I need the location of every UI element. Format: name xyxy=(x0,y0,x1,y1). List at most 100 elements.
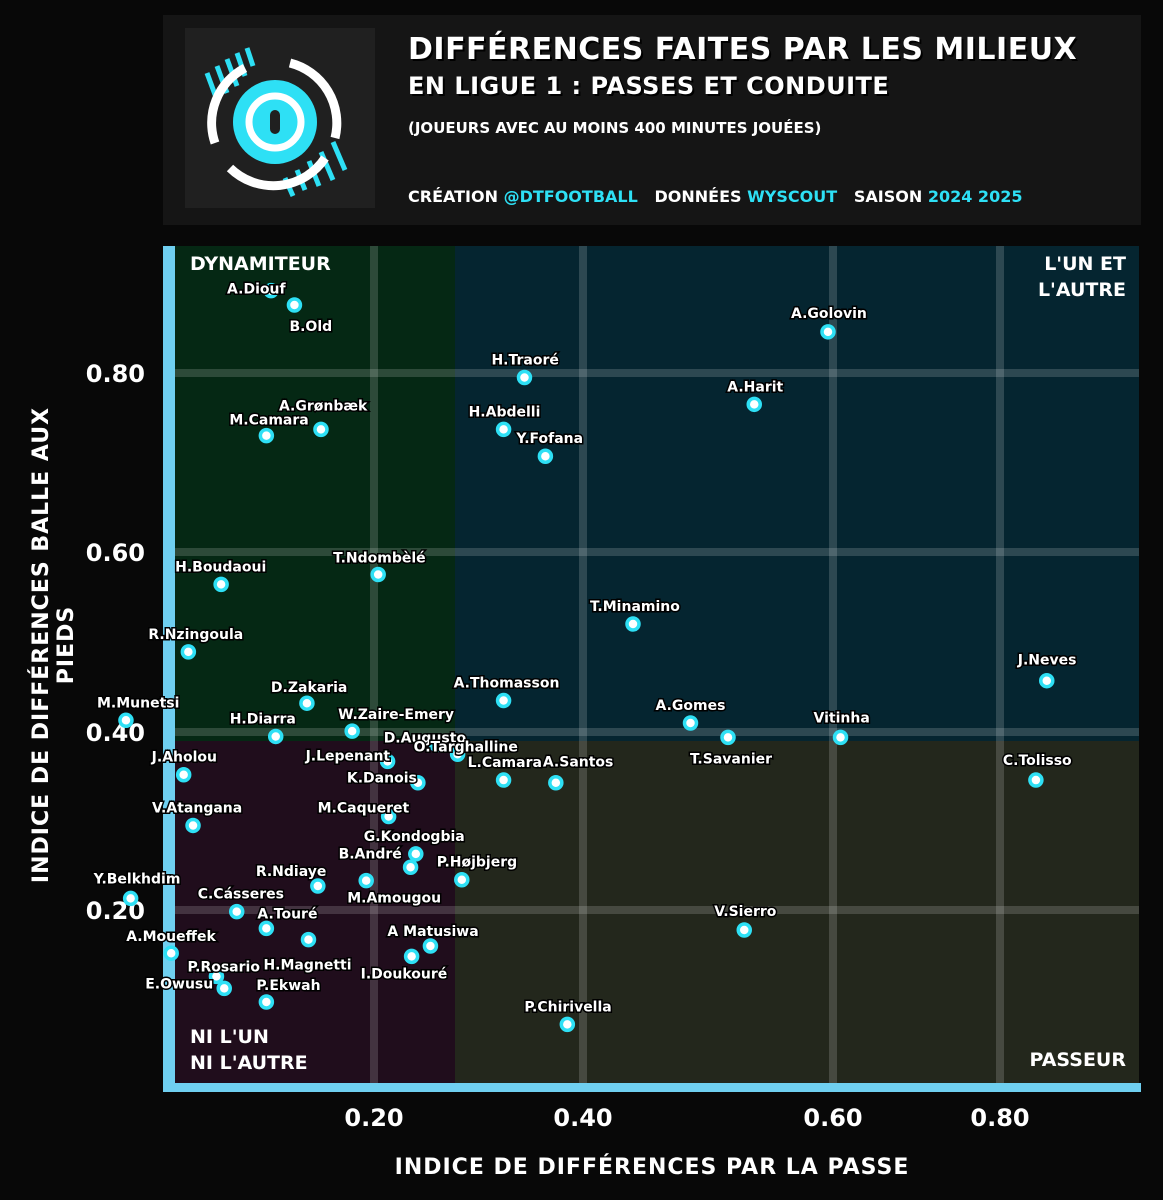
quadrant-label-dynamiteur: DYNAMITEUR xyxy=(190,253,331,275)
creation-label: CRÉATION xyxy=(408,187,498,206)
data-point xyxy=(495,772,512,788)
quadrant-label-both: L'UN ET xyxy=(1044,253,1126,275)
point-label: E.Owusu xyxy=(145,976,213,992)
data-point xyxy=(820,324,836,340)
point-label: Vitinha xyxy=(814,710,870,726)
data-point xyxy=(537,448,554,464)
data-point xyxy=(746,396,762,413)
data-point xyxy=(310,878,326,894)
point-label: T.Ndombèlé xyxy=(333,551,426,567)
point-label: H.Magnetti xyxy=(263,958,351,974)
point-label: M.Camara xyxy=(229,413,308,429)
quadrant-dynamiteur xyxy=(175,246,455,741)
quadrant-label-both: L'AUTRE xyxy=(1038,279,1126,301)
data-point xyxy=(408,846,424,862)
point-labels: A.Diouf B.Old A.Golovin H.Traoré A.Harit H.Ab… xyxy=(91,280,1078,1017)
point-label: A.Moueffek xyxy=(126,929,216,945)
point-label: T.Savanier xyxy=(690,751,772,767)
data-point xyxy=(380,808,397,825)
x-axis-line xyxy=(163,1083,1141,1092)
point-label: R.Nzingoula xyxy=(148,627,243,643)
data-point xyxy=(300,931,317,948)
point-label: B.André xyxy=(339,846,402,862)
season-value: 2024 2025 xyxy=(927,187,1023,206)
point-label: H.Diarra xyxy=(230,711,296,727)
data-point xyxy=(267,728,284,745)
chart-title-line2: EN LIGUE 1 : PASSES ET CONDUITE xyxy=(408,72,890,100)
point-label: K.Danois xyxy=(347,771,417,787)
axis-lines xyxy=(163,246,1141,1092)
data-point xyxy=(370,566,386,583)
quadrant-neither xyxy=(175,741,455,1083)
point-label: M.Caqueret xyxy=(318,801,410,817)
y-axis-line xyxy=(163,246,175,1092)
x-tick-label: 0.80 xyxy=(970,1104,1029,1132)
point-label: B.Old xyxy=(289,319,332,335)
point-label: O.Targhalline xyxy=(414,739,518,755)
data-source-value: WYSCOUT xyxy=(747,187,838,206)
credits-line: CRÉATION @DTFOOTBALL DONNÉES WYSCOUT SAI… xyxy=(408,187,1022,206)
data-point xyxy=(422,938,439,954)
data-point xyxy=(1039,672,1055,689)
y-tick-label: 0.40 xyxy=(86,719,145,747)
point-label: L.Camara xyxy=(468,755,542,771)
point-label: P.Chirivella xyxy=(524,999,611,1015)
y-tick-label: 0.80 xyxy=(86,360,145,388)
data-point xyxy=(379,753,396,770)
point-label: D.Zakaria xyxy=(271,680,347,696)
data-point xyxy=(344,723,360,739)
data-point xyxy=(454,871,470,888)
point-label: A.Diouf xyxy=(227,282,286,298)
chart-subtitle: (JOUEURS AVEC AU MOINS 400 MINUTES JOUÉE… xyxy=(408,119,822,137)
data-point xyxy=(358,872,374,889)
point-label: G.Kondogbia xyxy=(364,829,465,845)
point-label: A.Harit xyxy=(727,379,783,395)
point-label: H.Boudaoui xyxy=(175,559,266,575)
data-point xyxy=(299,695,315,711)
y-tick-label: 0.60 xyxy=(86,539,145,567)
data-point xyxy=(516,369,533,386)
point-label: A.Golovin xyxy=(791,306,867,322)
point-label: I.Doukouré xyxy=(361,966,448,982)
data-source-label: DONNÉES xyxy=(654,187,742,206)
point-label: Y.Fofana xyxy=(515,431,583,447)
data-point xyxy=(180,644,197,660)
point-label: W.Zaire-Emery xyxy=(338,707,454,723)
data-point xyxy=(286,297,303,313)
point-label: R.Ndiaye xyxy=(256,864,327,880)
data-point xyxy=(682,715,699,731)
x-tick-labels: 0.20 0.40 0.60 0.80 xyxy=(344,1104,1029,1132)
data-point xyxy=(403,948,420,965)
point-label: D.Augusto xyxy=(384,730,467,746)
data-point xyxy=(410,774,426,791)
data-point xyxy=(548,774,564,791)
season-label: SAISON xyxy=(853,187,923,206)
chart-title-line1: DIFFÉRENCES FAITES PAR LES MILIEUX xyxy=(408,32,1078,67)
point-label: J.Aholou xyxy=(151,750,217,766)
data-point xyxy=(449,746,466,762)
data-point xyxy=(428,736,445,753)
point-label: A.Thomasson xyxy=(454,676,560,692)
x-tick-label: 0.60 xyxy=(803,1104,862,1132)
data-point xyxy=(185,817,201,834)
data-point xyxy=(175,766,192,783)
data-point xyxy=(263,282,279,299)
point-label: A Matusiwa xyxy=(387,924,478,940)
quadrant-label-passeur: PASSEUR xyxy=(1030,1049,1127,1071)
data-points xyxy=(118,282,1055,1033)
quadrant-both xyxy=(455,246,1139,741)
data-point xyxy=(118,712,134,729)
point-label: V.Sierro xyxy=(714,904,777,920)
data-point xyxy=(559,1016,576,1033)
point-label: A.Santos xyxy=(543,755,614,771)
x-axis-title: INDICE DE DIFFÉRENCES PAR LA PASSE xyxy=(394,1155,910,1180)
y-tick-labels: 0.800.600.400.20 xyxy=(86,360,145,925)
point-label: J.Lepenant xyxy=(305,748,391,764)
data-point xyxy=(258,427,275,444)
point-label: P.Rosario xyxy=(187,959,260,975)
point-label: A.Grønbæk xyxy=(279,398,368,414)
quadrant-label-neither: NI L'AUTRE xyxy=(190,1052,308,1074)
grid-lines xyxy=(175,246,1139,1083)
point-label: Y.Belkhdim xyxy=(93,871,181,887)
